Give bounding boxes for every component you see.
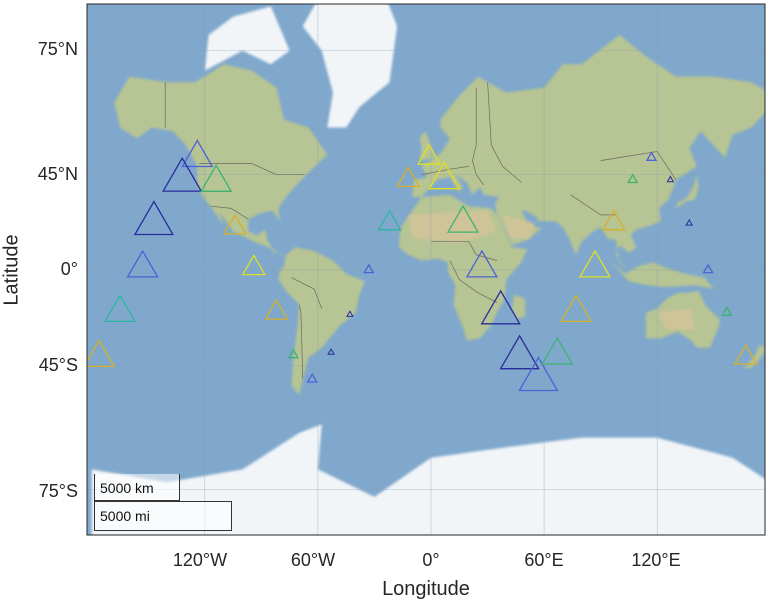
marker-triangle-19[interactable] — [446, 204, 480, 233]
x-tick-60e: 60°E — [524, 550, 564, 570]
marker-triangle-30[interactable] — [666, 175, 675, 183]
marker-triangle-26[interactable] — [578, 249, 612, 278]
desert-tint — [408, 210, 497, 244]
scalebar-km-box — [94, 474, 180, 501]
marker-triangle-23[interactable] — [518, 356, 559, 392]
border-line — [298, 304, 304, 380]
marker-triangle-11[interactable] — [306, 372, 318, 383]
marker-layer — [84, 139, 758, 392]
y-tick-75n: 75°N — [37, 39, 78, 59]
marker-triangle-2[interactable] — [199, 163, 233, 192]
marker-triangle-27[interactable] — [601, 209, 626, 231]
x-tick-120w: 120°W — [172, 550, 228, 570]
marker-triangle-16[interactable] — [396, 165, 421, 188]
scalebar-mi-label: 5000 mi — [100, 508, 150, 524]
y-axis-label: Latitude — [0, 234, 23, 306]
marker-triangle-17[interactable] — [416, 143, 442, 165]
y-tick-0: 0° — [60, 259, 78, 279]
marker-triangle-8[interactable] — [264, 298, 289, 320]
marker-triangle-15[interactable] — [377, 209, 402, 231]
land-madagascar — [512, 294, 526, 319]
y-tick-75s: 75°S — [38, 481, 78, 501]
x-axis-label: Longitude — [382, 578, 470, 600]
marker-triangle-29[interactable] — [645, 151, 658, 161]
scalebar-mi-box — [94, 501, 232, 531]
marker-triangle-12[interactable] — [327, 348, 335, 355]
graticule — [87, 4, 765, 535]
marker-triangle-7[interactable] — [103, 294, 137, 323]
x-tick-120e: 120°E — [631, 550, 681, 570]
marker-triangle-28[interactable] — [627, 173, 639, 184]
desert-tint — [502, 214, 535, 240]
marker-triangle-20[interactable] — [465, 249, 499, 278]
land-north-america — [114, 64, 328, 255]
marker-triangle-5[interactable] — [126, 249, 159, 278]
marker-triangle-13[interactable] — [346, 310, 354, 317]
marker-triangle-22[interactable] — [499, 334, 540, 370]
marker-triangle-0[interactable] — [181, 139, 214, 168]
border-line — [291, 277, 323, 309]
land-new-zealand — [743, 345, 765, 369]
land-layer — [91, 4, 765, 535]
marker-triangle-24[interactable] — [541, 336, 574, 365]
land-south-america — [278, 247, 365, 395]
land-greenland — [302, 4, 398, 128]
marker-triangle-14[interactable] — [363, 263, 375, 274]
land-eurasia — [412, 35, 765, 269]
marker-triangle-10[interactable] — [287, 348, 300, 359]
marker-triangle-4[interactable] — [222, 213, 248, 235]
desert-tint — [657, 308, 695, 330]
land-antarctica — [91, 424, 765, 535]
x-tick-60w: 60°W — [290, 550, 336, 570]
scalebar-km-label: 5000 km — [100, 480, 154, 496]
marker-triangle-1[interactable] — [162, 156, 203, 192]
y-tick-45n: 45°N — [37, 164, 78, 184]
marker-triangle-3[interactable] — [133, 200, 175, 236]
land-japan — [676, 174, 699, 209]
marker-triangle-9[interactable] — [84, 339, 116, 368]
x-tick-0: 0° — [422, 550, 440, 570]
marker-triangle-25[interactable] — [559, 294, 593, 323]
marker-triangle-33[interactable] — [721, 306, 733, 316]
y-tick-45s: 45°S — [38, 355, 78, 375]
marker-triangle-31[interactable] — [685, 218, 694, 226]
marker-triangle-18[interactable] — [428, 161, 461, 190]
land-indonesia — [610, 260, 714, 289]
marker-triangle-34[interactable] — [733, 343, 758, 365]
land-canadian-islands — [204, 6, 290, 71]
border-line — [210, 205, 249, 220]
marker-triangle-32[interactable] — [702, 263, 714, 274]
axes-box — [86, 3, 766, 536]
border-line — [472, 87, 485, 186]
border-line — [431, 240, 498, 261]
marker-triangle-6[interactable] — [241, 254, 266, 276]
marker-triangle-21[interactable] — [480, 289, 521, 325]
